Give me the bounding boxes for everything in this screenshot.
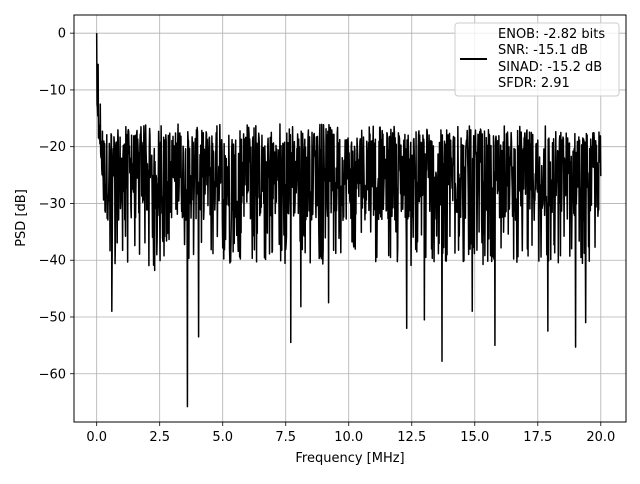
x-tick-label: 17.5 [523, 430, 552, 445]
plot-frame [73, 14, 627, 423]
y-axis-label: PSD [dB] [14, 189, 29, 247]
y-tick-label: −50 [39, 310, 66, 325]
x-tick-label: 12.5 [397, 430, 426, 445]
legend: ENOB: -2.82 bits SNR: -15.1 dB SINAD: -1… [454, 22, 620, 97]
legend-line-snr: SNR: -15.1 dB [498, 43, 588, 58]
x-tick-label: 7.5 [275, 430, 296, 445]
y-tick-label: −20 [39, 140, 66, 155]
y-tick-label: 0 [58, 27, 66, 42]
x-tick-label: 20.0 [586, 430, 615, 445]
y-axis: 0 −10 −20 −30 −40 −50 −60 [39, 27, 74, 382]
y-tick-label: −40 [39, 254, 66, 269]
x-tick-label: 0.0 [86, 430, 107, 445]
x-axis-label: Frequency [MHz] [295, 451, 404, 466]
x-tick-label: 5.0 [212, 430, 233, 445]
x-axis: 0.0 2.5 5.0 7.5 10.0 12.5 15.0 17.5 20.0 [86, 422, 615, 445]
x-tick-label: 15.0 [460, 430, 489, 445]
y-tick-label: −10 [39, 83, 66, 98]
legend-box [454, 22, 620, 97]
y-tick-label: −30 [39, 197, 66, 212]
x-tick-label: 2.5 [149, 430, 170, 445]
legend-line-sfdr: SFDR: 2.91 [498, 76, 570, 91]
plot-area [95, 33, 602, 408]
x-tick-label: 10.0 [334, 430, 363, 445]
psd-series-line [95, 33, 602, 408]
legend-line-enob: ENOB: -2.82 bits [498, 27, 605, 42]
legend-line-sinad: SINAD: -15.2 dB [498, 60, 602, 75]
y-tick-label: −60 [39, 367, 66, 382]
